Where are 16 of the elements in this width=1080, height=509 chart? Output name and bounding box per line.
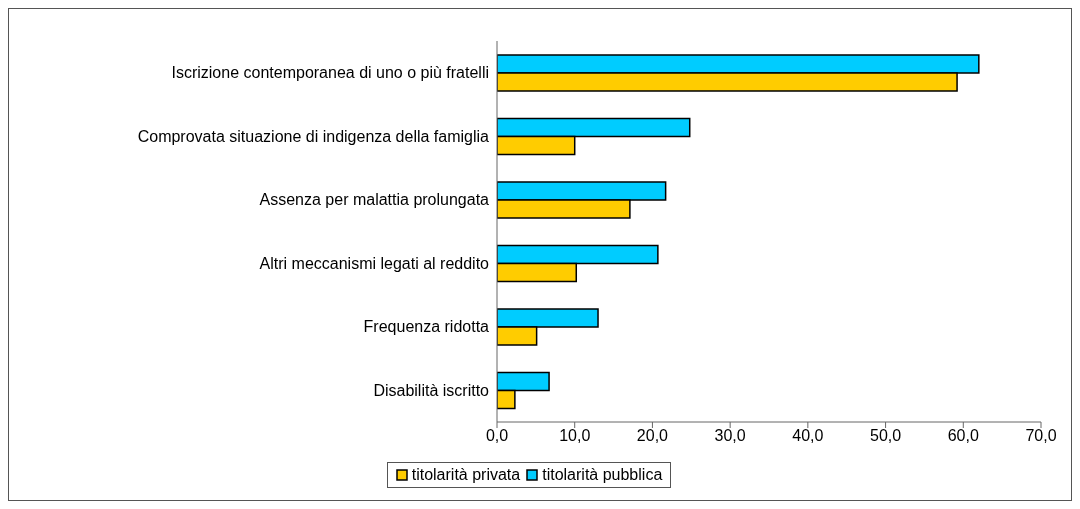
y-tick-label: Assenza per malattia prolungata <box>259 191 490 209</box>
y-tick-label: Disabilità iscritto <box>373 381 490 399</box>
y-tick-label: Iscrizione contemporanea di uno o più fratelli <box>171 64 489 82</box>
x-tick-label: 50,0 <box>870 427 902 445</box>
y-tick-label: Comprovata situazione di indigenza della famiglia <box>137 127 490 145</box>
x-tick-label: 20,0 <box>636 427 669 445</box>
x-tick-label: 0,0 <box>485 427 509 445</box>
y-tick-label: Frequenza ridotta <box>363 318 490 336</box>
x-tick-label: 70,0 <box>1025 427 1057 445</box>
legend-label: titolarità pubblica <box>541 466 663 484</box>
x-tick-label: 60,0 <box>947 427 979 445</box>
x-tick-label: 40,0 <box>792 427 824 445</box>
x-tick-label: 30,0 <box>714 427 746 445</box>
y-tick-label: Altri meccanismi legati al reddito <box>259 254 490 272</box>
legend-label: titolarità privata <box>410 466 521 484</box>
x-tick-label: 10,0 <box>559 427 591 445</box>
